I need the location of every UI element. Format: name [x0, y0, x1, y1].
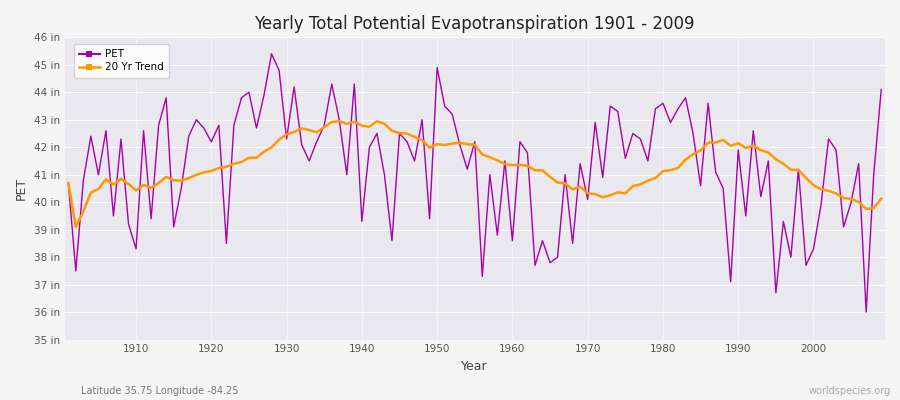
Text: worldspecies.org: worldspecies.org — [809, 386, 891, 396]
Text: Latitude 35.75 Longitude -84.25: Latitude 35.75 Longitude -84.25 — [81, 386, 239, 396]
X-axis label: Year: Year — [462, 360, 488, 373]
Title: Yearly Total Potential Evapotranspiration 1901 - 2009: Yearly Total Potential Evapotranspiratio… — [255, 15, 695, 33]
Y-axis label: PET: PET — [15, 177, 28, 200]
Legend: PET, 20 Yr Trend: PET, 20 Yr Trend — [74, 44, 169, 78]
